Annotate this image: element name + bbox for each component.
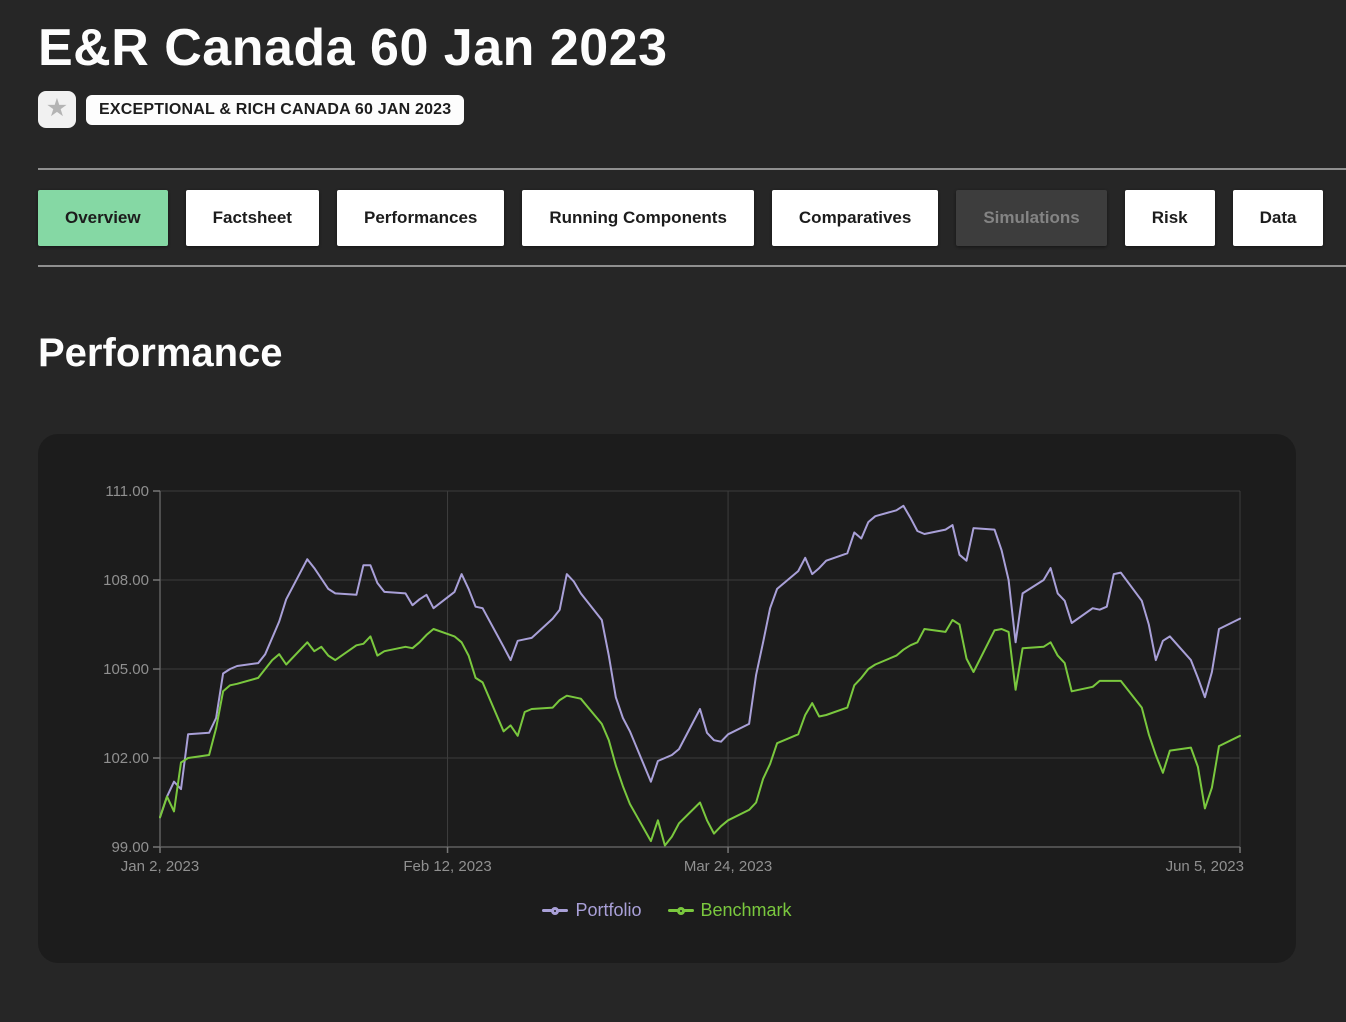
tab-performances[interactable]: Performances bbox=[336, 190, 505, 247]
svg-text:Jun 5, 2023: Jun 5, 2023 bbox=[1166, 858, 1244, 875]
portfolio-line-marker-icon bbox=[542, 906, 569, 915]
page: E&R Canada 60 Jan 2023 ★ EXCEPTIONAL & R… bbox=[0, 19, 1346, 964]
legend-label: Portfolio bbox=[575, 900, 642, 921]
tab-factsheet[interactable]: Factsheet bbox=[185, 190, 319, 247]
legend-label: Benchmark bbox=[700, 900, 792, 921]
svg-text:105.00: 105.00 bbox=[103, 661, 149, 678]
tab-simulations: Simulations bbox=[956, 190, 1107, 247]
tab-risk[interactable]: Risk bbox=[1124, 190, 1215, 247]
chart-legend: Portfolio Benchmark bbox=[38, 900, 1296, 921]
svg-text:111.00: 111.00 bbox=[105, 483, 149, 500]
tab-bar: Overview Factsheet Performances Running … bbox=[38, 190, 1324, 247]
star-icon: ★ bbox=[45, 94, 69, 123]
svg-text:99.00: 99.00 bbox=[111, 839, 149, 856]
performance-chart-panel: 99.00 102.00 105.00 108.00 111.00 Jan 2, 2023… bbox=[38, 434, 1296, 964]
page-title: E&R Canada 60 Jan 2023 bbox=[38, 19, 668, 77]
svg-text:102.00: 102.00 bbox=[103, 750, 149, 767]
svg-text:108.00: 108.00 bbox=[103, 572, 149, 589]
tab-overview[interactable]: Overview bbox=[38, 190, 168, 247]
tab-comparatives[interactable]: Comparatives bbox=[771, 190, 939, 247]
performance-section-heading: Performance bbox=[38, 331, 283, 376]
top-separator bbox=[38, 168, 1346, 171]
tab-data[interactable]: Data bbox=[1232, 190, 1324, 247]
performance-line-chart[interactable]: 99.00 102.00 105.00 108.00 111.00 Jan 2, 2023… bbox=[38, 434, 1296, 963]
svg-text:Jan 2, 2023: Jan 2, 2023 bbox=[121, 858, 199, 875]
tab-running-components[interactable]: Running Components bbox=[522, 190, 754, 247]
svg-text:Mar 24, 2023: Mar 24, 2023 bbox=[684, 858, 772, 875]
legend-item-portfolio[interactable]: Portfolio bbox=[542, 900, 642, 921]
legend-item-benchmark[interactable]: Benchmark bbox=[667, 900, 792, 921]
svg-text:Feb 12, 2023: Feb 12, 2023 bbox=[403, 858, 491, 875]
fund-name-badge: EXCEPTIONAL & RICH CANADA 60 JAN 2023 bbox=[86, 94, 465, 125]
favorite-star-button[interactable]: ★ bbox=[38, 91, 76, 129]
bottom-separator bbox=[38, 265, 1346, 268]
benchmark-line-marker-icon bbox=[667, 906, 694, 915]
badge-row: ★ EXCEPTIONAL & RICH CANADA 60 JAN 2023 bbox=[38, 91, 1308, 129]
